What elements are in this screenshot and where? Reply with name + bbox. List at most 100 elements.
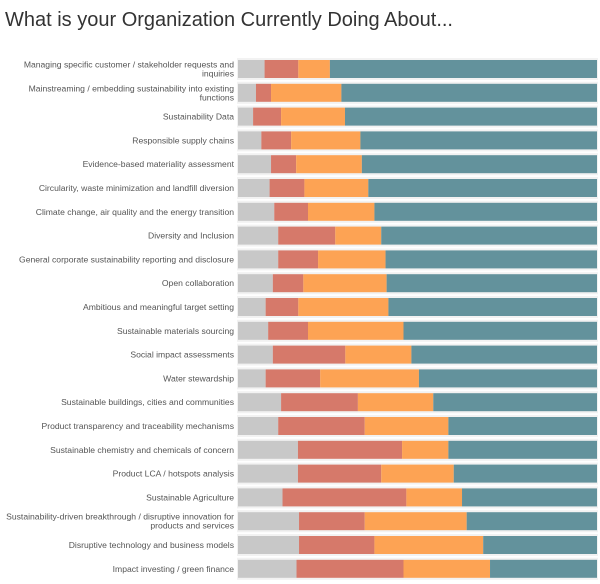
- category-label: functions: [200, 92, 234, 102]
- bar-segment-4: [483, 536, 597, 554]
- bar-segment-3: [291, 131, 361, 150]
- bar-segment-2: [299, 512, 365, 531]
- bar-segment-1: [238, 202, 275, 221]
- bar-segment-1: [238, 417, 279, 435]
- bar-segment-4: [466, 512, 597, 531]
- bar-segment-3: [303, 274, 387, 293]
- bar-segment-2: [265, 298, 299, 316]
- bar-segment-1: [238, 488, 283, 507]
- category-label: Evidence-based materiality assessment: [83, 159, 235, 169]
- bar-segment-2: [278, 226, 336, 245]
- bar-segment-4: [462, 488, 597, 507]
- bar-segment-1: [238, 155, 272, 174]
- bar-segment-1: [238, 464, 298, 483]
- bar-segment-1: [238, 559, 297, 578]
- bar-segment-4: [374, 202, 597, 221]
- bar-segment-1: [238, 321, 269, 340]
- category-label: inquiries: [202, 69, 234, 79]
- category-label: Disruptive technology and business model…: [69, 540, 234, 550]
- bar-segment-1: [238, 369, 266, 388]
- bar-segment-3: [271, 83, 342, 102]
- bar-segment-2: [278, 417, 365, 435]
- category-label: Open collaboration: [162, 278, 234, 288]
- bar-segment-4: [490, 559, 597, 578]
- bar-segment-2: [265, 369, 321, 388]
- bar-segment-4: [418, 369, 597, 388]
- bar-segment-4: [368, 179, 597, 197]
- bar-segment-1: [238, 512, 300, 531]
- bar-segment-4: [385, 250, 597, 269]
- bar-segment-3: [374, 536, 484, 554]
- bar-segment-4: [433, 393, 597, 412]
- bar-segment-3: [298, 298, 389, 316]
- bar-segment-2: [274, 202, 309, 221]
- bar-segment-1: [238, 536, 300, 554]
- category-label: Diversity and Inclusion: [148, 231, 234, 241]
- bar-segment-1: [238, 440, 298, 459]
- category-label: Managing specific customer / stakeholder…: [24, 60, 234, 70]
- bar-segment-2: [269, 179, 305, 197]
- category-label: Sustainability Data: [163, 112, 234, 122]
- bar-segment-2: [272, 345, 346, 364]
- category-label: Product LCA / hotspots analysis: [113, 469, 234, 479]
- bar-segment-4: [448, 440, 597, 459]
- bar-segment-3: [381, 464, 454, 483]
- bar-segment-3: [296, 155, 362, 174]
- bar-segment-2: [271, 155, 297, 174]
- category-label: Sustainable chemistry and chemicals of c…: [50, 445, 234, 455]
- bar-segment-1: [238, 83, 256, 102]
- bar-segment-3: [298, 60, 330, 78]
- category-label: Sustainable buildings, cities and commun…: [61, 397, 234, 407]
- bar-segment-3: [403, 559, 491, 578]
- bar-segment-3: [364, 417, 449, 435]
- bar-segment-2: [264, 60, 299, 78]
- category-label: Sustainable Agriculture: [146, 492, 234, 502]
- bar-segment-3: [345, 345, 412, 364]
- bar-segment-2: [296, 559, 404, 578]
- bar-segment-2: [268, 321, 309, 340]
- bar-segment-3: [320, 369, 419, 388]
- bar-segment-4: [388, 298, 597, 316]
- category-label: Climate change, air quality and the ener…: [36, 207, 234, 217]
- bar-segment-4: [329, 60, 597, 78]
- bar-segment-3: [308, 321, 404, 340]
- bar-segment-1: [238, 179, 270, 197]
- bar-segment-4: [361, 155, 597, 174]
- bar-segment-1: [238, 60, 265, 78]
- bar-segment-1: [238, 107, 254, 126]
- bar-segment-1: [238, 345, 273, 364]
- bar-segment-4: [453, 464, 597, 483]
- category-label: General corporate sustainability reporti…: [19, 254, 234, 264]
- bar-segment-4: [386, 274, 597, 293]
- bar-segment-3: [308, 202, 375, 221]
- bar-segment-2: [282, 488, 407, 507]
- chart-title: What is your Organization Currently Doin…: [5, 9, 453, 31]
- bar-segment-4: [344, 107, 597, 126]
- category-label: Ambitious and meaningful target setting: [83, 302, 234, 312]
- bar-segment-1: [238, 226, 279, 245]
- bar-segment-1: [238, 131, 262, 150]
- bar-segment-2: [255, 83, 272, 102]
- category-label: Social impact assessments: [130, 350, 234, 360]
- bar-segment-4: [411, 345, 597, 364]
- bar-segment-2: [278, 250, 319, 269]
- category-label: Sustainability-driven breakthrough / dis…: [6, 512, 234, 522]
- bar-segment-2: [253, 107, 282, 126]
- bar-segment-4: [360, 131, 597, 150]
- bar-segment-2: [297, 464, 382, 483]
- category-label: Impact investing / green finance: [113, 564, 235, 574]
- bar-segment-3: [335, 226, 382, 245]
- bar-segment-1: [238, 250, 279, 269]
- bar-segment-2: [299, 536, 375, 554]
- bar-segment-3: [406, 488, 463, 507]
- category-label: Product transparency and traceability me…: [42, 421, 235, 431]
- bar-segment-3: [364, 512, 467, 531]
- bar-segment-3: [304, 179, 369, 197]
- bar-segment-1: [238, 393, 282, 412]
- bar-segment-3: [318, 250, 386, 269]
- bar-segment-2: [281, 393, 358, 412]
- bar-segment-4: [341, 83, 597, 102]
- bar-segment-4: [403, 321, 597, 340]
- bar-segment-2: [261, 131, 292, 150]
